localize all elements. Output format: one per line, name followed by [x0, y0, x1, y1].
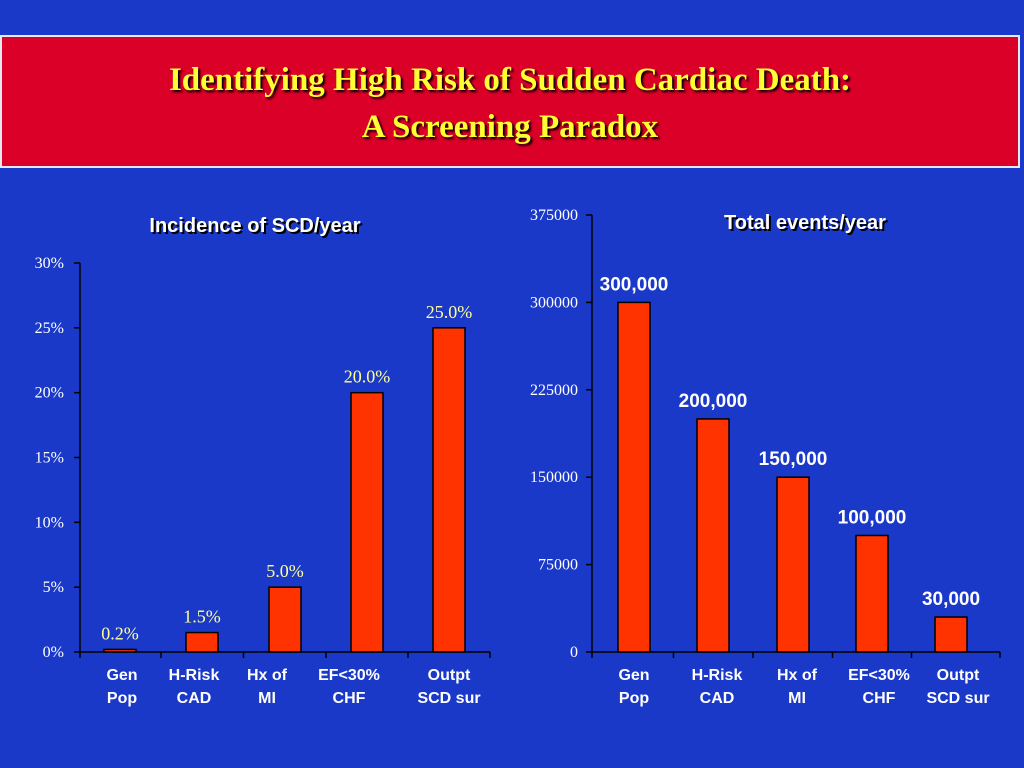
events-category-label-line2: Pop — [619, 690, 649, 707]
incidence-category-label-line2: MI — [258, 690, 276, 707]
events-category-label-line1: Gen — [618, 667, 649, 684]
incidence-value-label: 0.2% — [101, 623, 139, 643]
incidence-chart-title-shadow: Incidence of SCD/year — [151, 217, 362, 239]
events-y-tick-label: 0 — [570, 644, 578, 661]
events-bar — [696, 418, 730, 653]
incidence-category-label-line2: CHF — [333, 690, 366, 707]
events-category-label-line2: CHF — [863, 690, 896, 707]
events-value-label: 150,000 — [759, 449, 828, 470]
incidence-bar — [103, 648, 137, 653]
title-banner: Identifying High Risk of Sudden Cardiac … — [0, 35, 1020, 168]
events-category-label-line2: SCD sur — [926, 690, 989, 707]
incidence-category-label-line1: Gen — [106, 667, 137, 684]
incidence-bar — [268, 586, 302, 653]
incidence-y-tick-label: 0% — [43, 644, 64, 661]
events-value-label: 100,000 — [838, 507, 907, 528]
events-y-tick-label: 300000 — [530, 294, 578, 311]
events-category-label-line1: H-Risk — [692, 667, 743, 684]
incidence-chart-title: Incidence of SCD/year — [149, 215, 360, 237]
incidence-value-label: 20.0% — [344, 367, 391, 387]
incidence-bar — [185, 631, 219, 653]
events-value-label: 300,000 — [600, 274, 669, 295]
events-value-label: 30,000 — [922, 589, 980, 610]
events-value-label: 200,000 — [679, 391, 748, 412]
events-category-label-line1: Outpt — [937, 667, 980, 684]
incidence-y-tick-label: 15% — [35, 450, 64, 467]
incidence-category-label-line1: H-Risk — [169, 667, 220, 684]
events-category-label-line1: Hx of — [777, 667, 818, 684]
incidence-y-tick-label: 30% — [35, 255, 64, 272]
events-y-tick-label: 375000 — [530, 207, 578, 224]
incidence-value-label: 5.0% — [266, 561, 304, 581]
incidence-y-tick-label: 20% — [35, 385, 64, 402]
incidence-category-label-line2: SCD sur — [417, 690, 480, 707]
events-bar — [934, 616, 968, 653]
events-category-label-line1: EF<30% — [848, 667, 910, 684]
incidence-category-label-line1: Outpt — [428, 667, 471, 684]
incidence-bar — [432, 327, 466, 653]
events-chart-title-shadow: Total events/year — [726, 214, 888, 236]
incidence-category-label-line1: Hx of — [247, 667, 288, 684]
incidence-y-tick-label: 25% — [35, 320, 64, 337]
events-chart-title: Total events/year — [724, 212, 886, 234]
incidence-value-label: 25.0% — [426, 302, 473, 322]
events-y-tick-label: 225000 — [530, 382, 578, 399]
events-y-tick-label: 75000 — [538, 557, 578, 574]
events-category-label-line2: MI — [788, 690, 806, 707]
incidence-y-tick-label: 10% — [35, 514, 64, 531]
events-bar — [776, 476, 810, 653]
events-bar — [617, 301, 651, 653]
incidence-y-tick-label: 5% — [43, 579, 64, 596]
slide-title-line-1: Identifying High Risk of Sudden Cardiac … — [168, 62, 852, 98]
incidence-value-label: 1.5% — [183, 607, 221, 627]
events-bar — [855, 534, 889, 653]
incidence-category-label-line1: EF<30% — [318, 667, 380, 684]
events-category-label-line2: CAD — [700, 690, 735, 707]
incidence-category-label-line2: CAD — [177, 690, 212, 707]
incidence-category-label-line2: Pop — [107, 690, 137, 707]
events-y-tick-label: 150000 — [530, 469, 578, 486]
slide-title-line-2: A Screening Paradox — [361, 109, 659, 145]
incidence-bar — [350, 391, 384, 653]
